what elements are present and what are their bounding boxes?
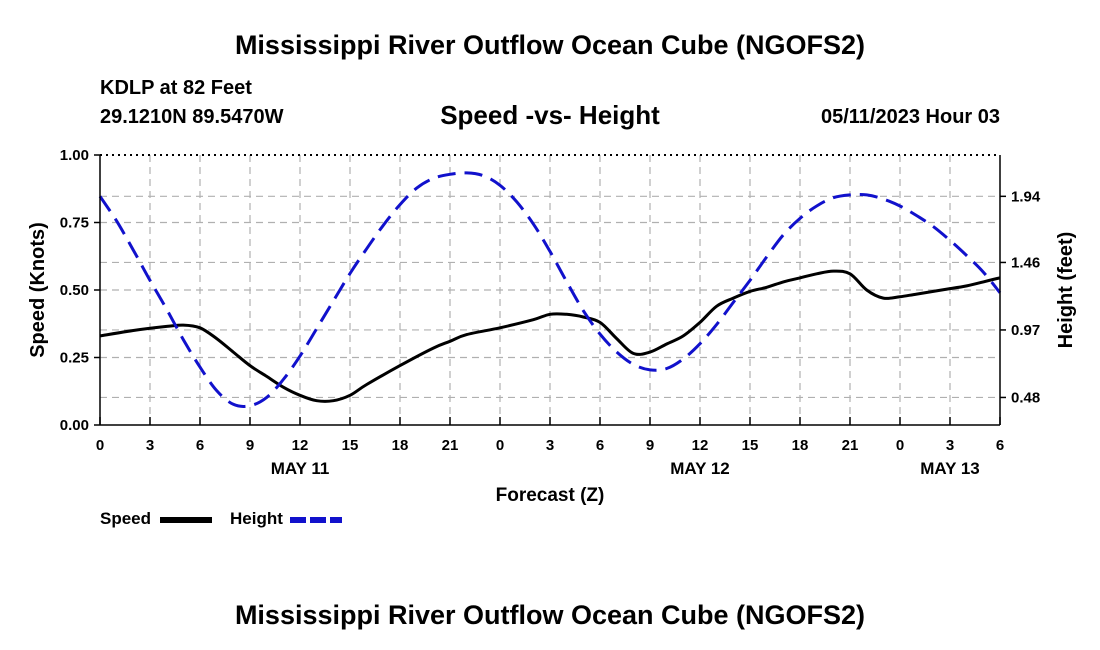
x-tick-label: 0 (96, 437, 104, 454)
x-tick-label: 3 (946, 437, 954, 454)
footer-title: Mississippi River Outflow Ocean Cube (NG… (234, 600, 866, 630)
x-tick-label: 9 (646, 437, 654, 454)
speed-series-line (99, 269, 1001, 403)
x-tick-label: 3 (146, 437, 154, 454)
series-layer (98, 171, 1002, 408)
x-tick-label: 9 (246, 437, 254, 454)
y2-axis-title: Height (feet) (1055, 232, 1077, 349)
date-label: MAY 13 (920, 459, 980, 478)
forecast-datetime: 05/11/2023 Hour 03 (820, 106, 1000, 128)
x-tick-label: 12 (692, 437, 709, 454)
station-label: KDLP at 82 Feet (100, 77, 252, 99)
x-axis-title: Forecast (Z) (496, 485, 605, 506)
x-tick-label: 18 (792, 437, 809, 454)
height-series-line (98, 171, 1002, 408)
y-tick-label: 0.75 (60, 215, 89, 232)
x-tick-label: 21 (842, 437, 859, 454)
date-label: MAY 11 (271, 459, 330, 478)
legend-height-label: Height (230, 509, 283, 528)
x-tick-label: 12 (292, 437, 309, 454)
date-label: MAY 12 (670, 459, 730, 478)
x-tick-label: 0 (496, 437, 504, 454)
x-tick-label: 6 (196, 437, 204, 454)
y-tick-label: 0.00 (60, 417, 89, 434)
y2-tick-label: 0.97 (1011, 322, 1040, 339)
y-tick-label: 0.25 (60, 350, 89, 367)
x-tick-label: 0 (896, 437, 904, 454)
x-tick-label: 15 (342, 437, 359, 454)
axes (94, 154, 1006, 426)
y-axis-title: Speed (Knots) (27, 222, 49, 358)
x-tick-label: 3 (546, 437, 554, 454)
x-tick-label: 15 (742, 437, 759, 454)
y2-tick-label: 1.46 (1011, 254, 1040, 271)
x-tick-label: 6 (996, 437, 1004, 454)
legend-speed-label: Speed (100, 509, 152, 528)
coordinates-label: 29.1210N 89.5470W (100, 106, 284, 128)
x-tick-label: 18 (392, 437, 409, 454)
y-tick-label: 0.50 (60, 282, 89, 299)
x-tick-label: 21 (442, 437, 459, 454)
y2-tick-label: 0.48 (1011, 389, 1040, 406)
axis-labels: 0 3 6 9 12 15 18 21 0 3 6 9 12 15 18 21 0 3 6 MAY 11 MAY 12 M… (27, 147, 1077, 506)
x-tick-label: 6 (596, 437, 604, 454)
chart-subtitle: Speed -vs- Height (440, 100, 660, 130)
y2-tick-label: 1.94 (1011, 188, 1041, 205)
chart-title: Mississippi River Outflow Ocean Cube (NG… (234, 30, 866, 60)
y-tick-label: 1.00 (60, 147, 89, 164)
